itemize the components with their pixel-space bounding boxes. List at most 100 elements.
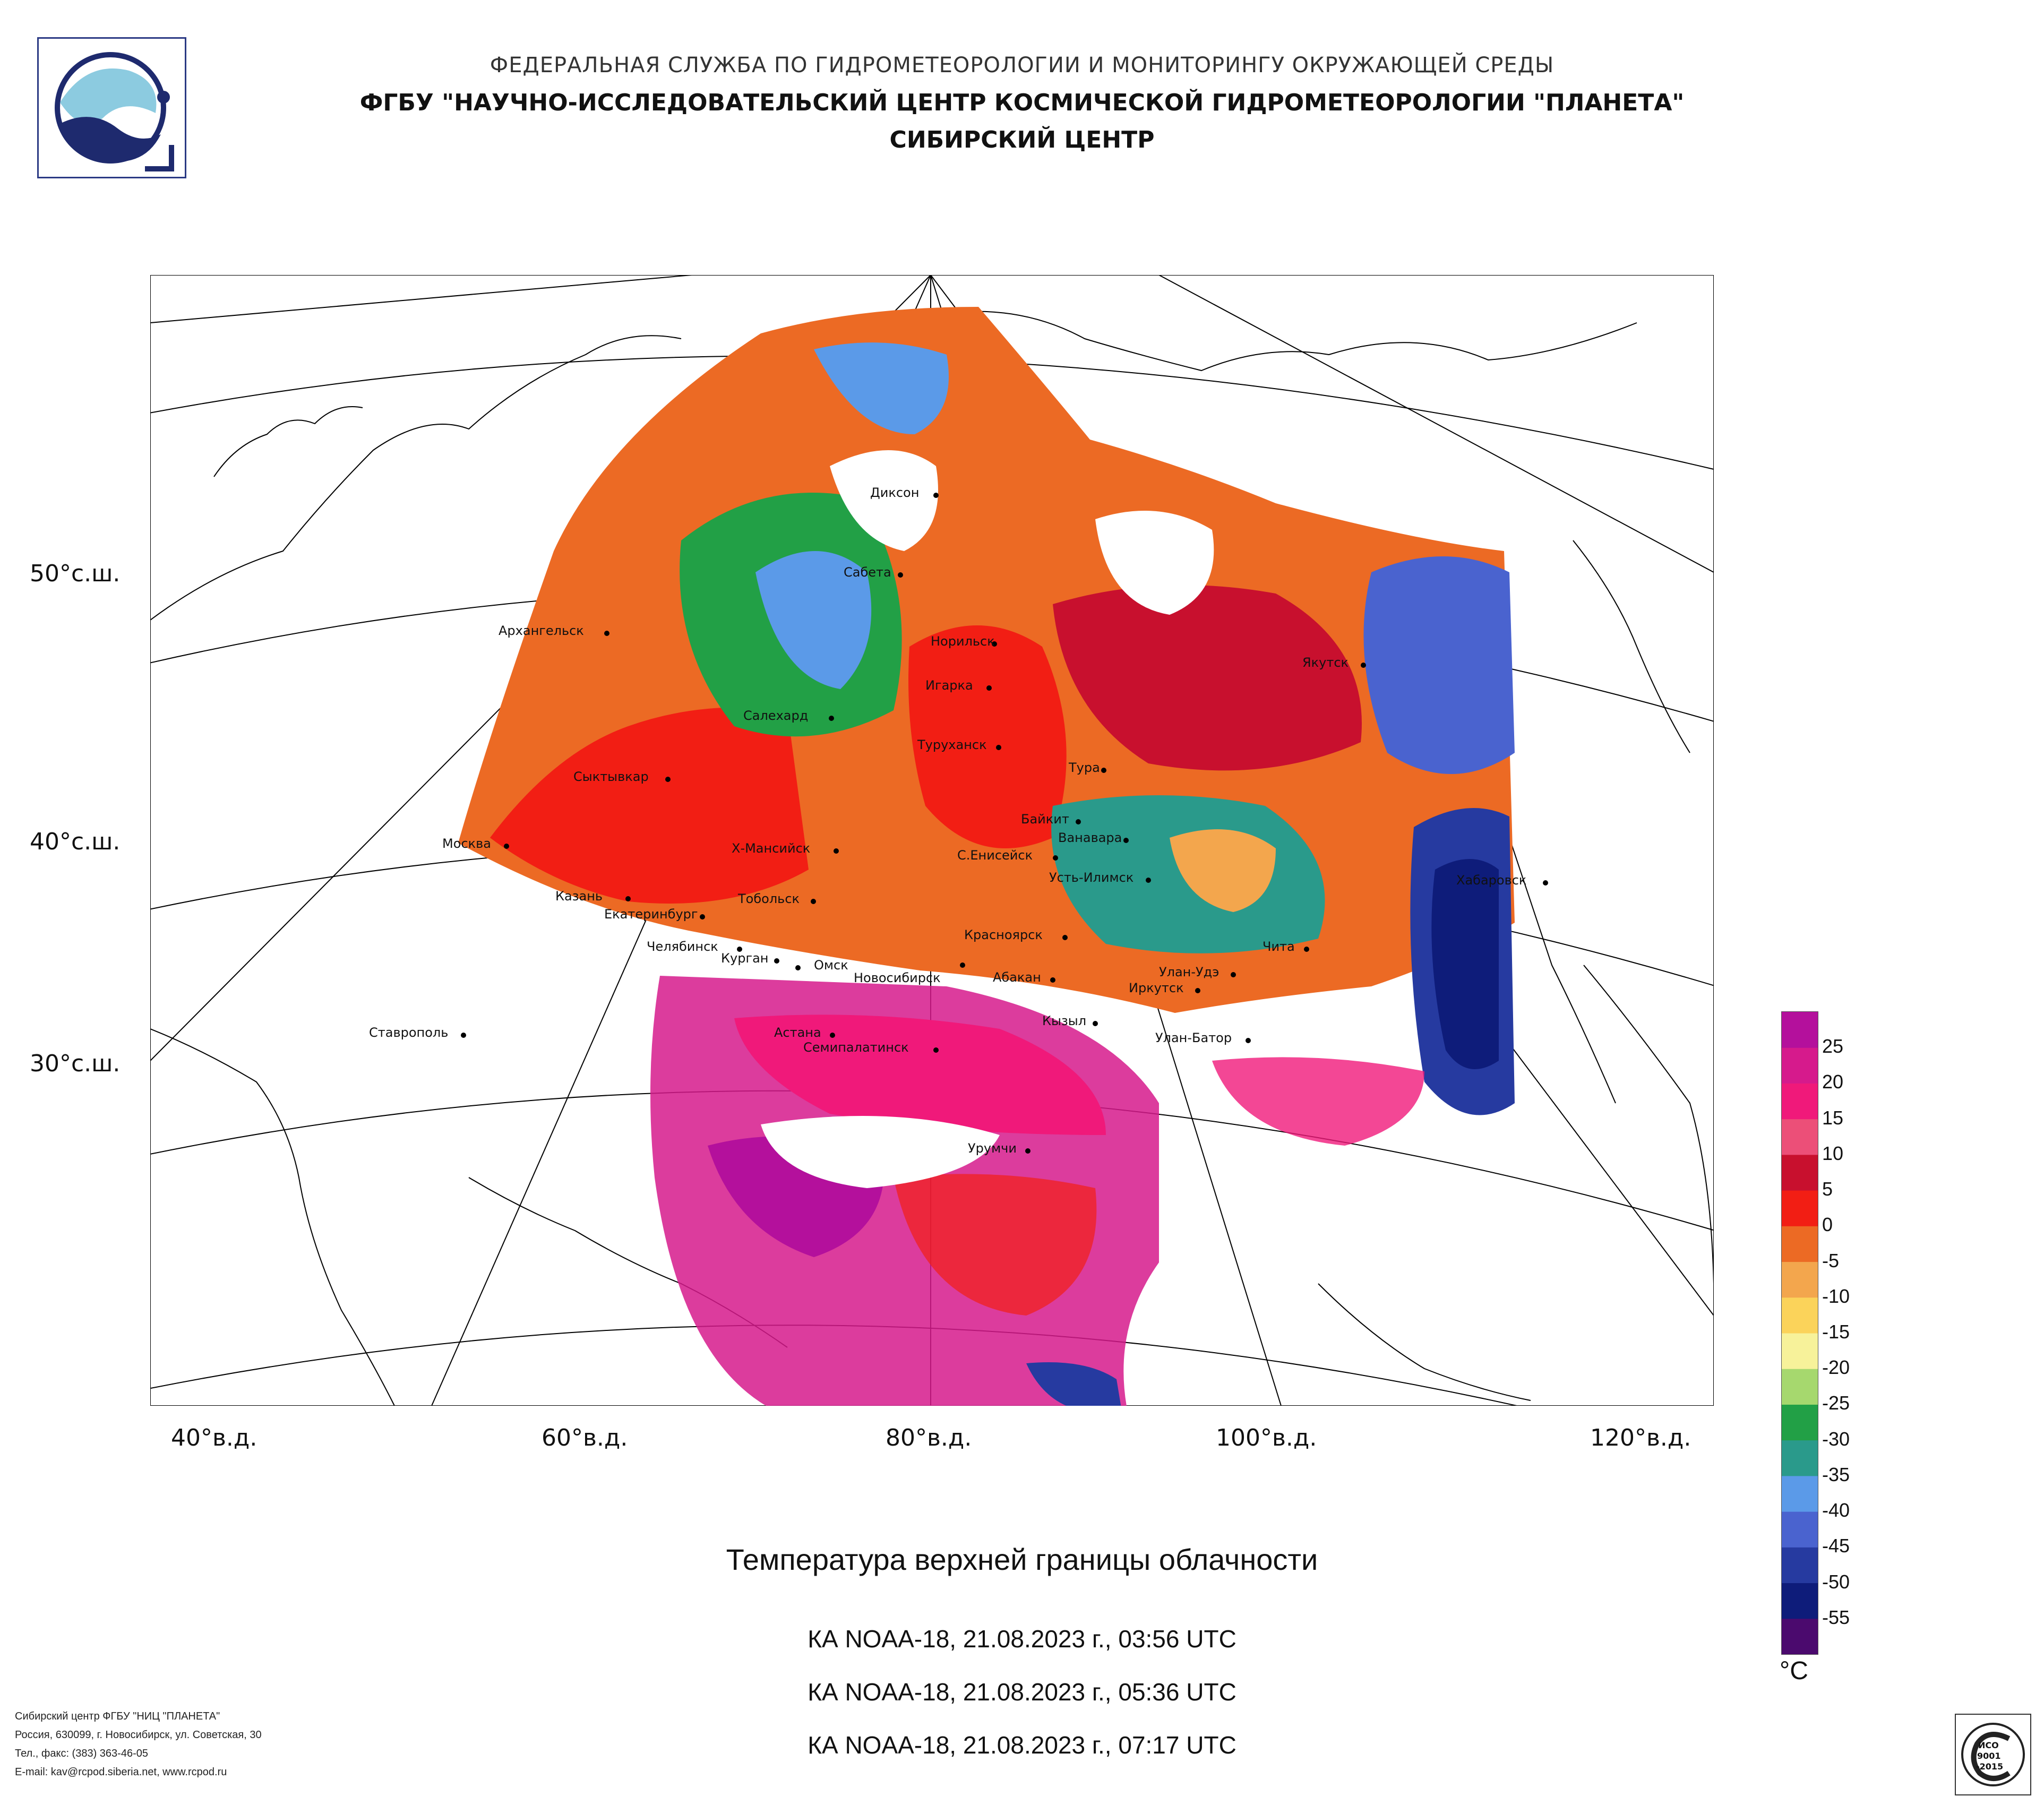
city-label: Игарка (925, 678, 973, 693)
city-label: Байкит (1021, 812, 1069, 827)
satellite-pass-2: КА NOAA-18, 21.08.2023 г., 05:36 UTC (808, 1678, 1236, 1706)
color-scale-tick: -35 (1822, 1463, 1850, 1485)
iso-year: -2015 (1976, 1761, 2004, 1772)
color-swatch (1782, 1047, 1818, 1084)
city-label: Тобольск (738, 891, 800, 906)
color-scale-tick: -5 (1822, 1249, 1840, 1271)
city-label: Урумчи (968, 1141, 1017, 1156)
color-swatch (1782, 1333, 1818, 1369)
city-label: Екатеринбург (604, 907, 698, 922)
color-swatch (1782, 1083, 1818, 1120)
satellite-map: Диксон Сабета Норильск Архангельск Игарк… (150, 274, 1714, 1406)
city-label: Казань (555, 889, 603, 904)
color-swatch (1782, 1475, 1818, 1512)
color-swatch (1782, 1440, 1818, 1476)
footer-org: Сибирский центр ФГБУ "НИЦ "ПЛАНЕТА" (15, 1711, 220, 1722)
city-label: Иркутск (1129, 981, 1184, 995)
city-label: Семипалатинск (803, 1040, 909, 1055)
temperature-unit: °C (1780, 1657, 1808, 1685)
header-institute: ФГБУ "НАУЧНО-ИССЛЕДОВАТЕЛЬСКИЙ ЦЕНТР КОС… (359, 89, 1685, 116)
iso-text: ИСО (1978, 1740, 1999, 1750)
color-scale-tick: -10 (1822, 1285, 1850, 1307)
color-scale-tick: -50 (1822, 1570, 1850, 1593)
city-label: Салехард (743, 708, 809, 723)
city-label: Челябинск (647, 939, 718, 954)
lon-label-40: 40°в.д. (171, 1424, 257, 1451)
city-markers (461, 493, 1548, 1154)
color-swatch (1782, 1404, 1818, 1441)
color-swatch (1782, 1190, 1818, 1226)
footer-email: E-mail: kav@rcpod.siberia.net, www.rcpod… (15, 1766, 227, 1778)
color-swatch (1782, 1583, 1818, 1619)
satellite-pass-3: КА NOAA-18, 21.08.2023 г., 07:17 UTC (808, 1731, 1236, 1759)
city-label: Якутск (1302, 655, 1349, 670)
city-label: Хабаровск (1456, 873, 1527, 888)
city-label: Х-Мансийск (732, 841, 811, 856)
city-label: Усть-Илимск (1049, 870, 1134, 885)
city-label: Улан-Батор (1155, 1030, 1232, 1045)
color-scale-tick: 25 (1822, 1035, 1844, 1058)
city-label: Ванавара (1058, 830, 1122, 845)
city-label: Курган (721, 951, 769, 966)
color-swatch (1782, 1154, 1818, 1191)
city-label: Новосибирск (854, 970, 941, 985)
lat-label-50: 50°с.ш. (30, 560, 121, 587)
lon-label-120: 120°в.д. (1590, 1424, 1691, 1451)
planeta-logo (37, 37, 186, 178)
lat-label-40: 40°с.ш. (30, 828, 121, 855)
color-swatch (1782, 1618, 1818, 1655)
city-label: Туруханск (917, 737, 987, 752)
lon-label-60: 60°в.д. (542, 1424, 628, 1451)
iso-number: 9001 (1977, 1751, 2001, 1761)
color-swatch (1782, 1119, 1818, 1155)
city-label: Улан-Удэ (1159, 965, 1219, 979)
header-agency: ФЕДЕРАЛЬНАЯ СЛУЖБА ПО ГИДРОМЕТЕОРОЛОГИИ … (489, 53, 1555, 78)
cloud-temperature-field (458, 307, 1515, 1406)
city-label: Астана (774, 1025, 821, 1040)
color-scale-tick: -55 (1822, 1606, 1850, 1628)
color-scale-tick: -15 (1822, 1321, 1850, 1343)
city-label: Сабета (844, 565, 891, 580)
color-scale-tick: 0 (1822, 1214, 1833, 1236)
color-swatch (1782, 1511, 1818, 1548)
satellite-pass-1: КА NOAA-18, 21.08.2023 г., 03:56 UTC (808, 1625, 1236, 1653)
color-scale-tick: -30 (1822, 1428, 1850, 1450)
city-label: Омск (814, 958, 848, 973)
city-label: Москва (442, 836, 491, 851)
iso-certification-badge: ИСО 9001 -2015 (1955, 1714, 2031, 1795)
city-label: Сыктывкар (573, 769, 649, 784)
lon-label-80: 80°в.д. (886, 1424, 972, 1451)
color-swatch (1782, 1261, 1818, 1298)
city-label: Норильск (931, 634, 995, 649)
color-swatch (1782, 1226, 1818, 1262)
city-label: Тура (1069, 760, 1100, 775)
color-scale-tick: 20 (1822, 1071, 1844, 1093)
city-label: Диксон (870, 485, 920, 500)
footer-address: Россия, 630099, г. Новосибирск, ул. Сове… (15, 1729, 262, 1741)
city-label: Ставрополь (369, 1025, 449, 1040)
color-scale-tick: -20 (1822, 1356, 1850, 1379)
city-label: С.Енисейск (957, 848, 1033, 863)
color-scale-tick: -40 (1822, 1499, 1850, 1522)
lat-label-30: 30°с.ш. (30, 1050, 121, 1077)
color-swatch (1782, 1012, 1818, 1048)
color-scale-swatches (1782, 1012, 1818, 1655)
logo-emblem-icon (55, 52, 174, 171)
color-scale-tick: 5 (1822, 1178, 1833, 1200)
footer-phone: Тел., факс: (383) 363-46-05 (15, 1748, 148, 1759)
color-swatch (1782, 1369, 1818, 1405)
color-scale-tick: -25 (1822, 1392, 1850, 1414)
city-label: Кызыл (1042, 1013, 1087, 1028)
color-scale-tick: 10 (1822, 1142, 1844, 1164)
map-title: Температура верхней границы облачности (726, 1543, 1318, 1576)
header-center: СИБИРСКИЙ ЦЕНТР (889, 126, 1155, 153)
color-scale-tick: -45 (1822, 1535, 1850, 1557)
color-swatch (1782, 1547, 1818, 1584)
city-label: Красноярск (964, 927, 1043, 942)
cloud-top-temperature-map (150, 274, 1714, 1406)
lon-label-100: 100°в.д. (1216, 1424, 1317, 1451)
iso-seal-icon (1961, 1723, 2025, 1786)
city-label: Абакан (993, 970, 1041, 985)
temperature-color-scale (1781, 1011, 1818, 1655)
city-label: Архангельск (499, 623, 584, 638)
